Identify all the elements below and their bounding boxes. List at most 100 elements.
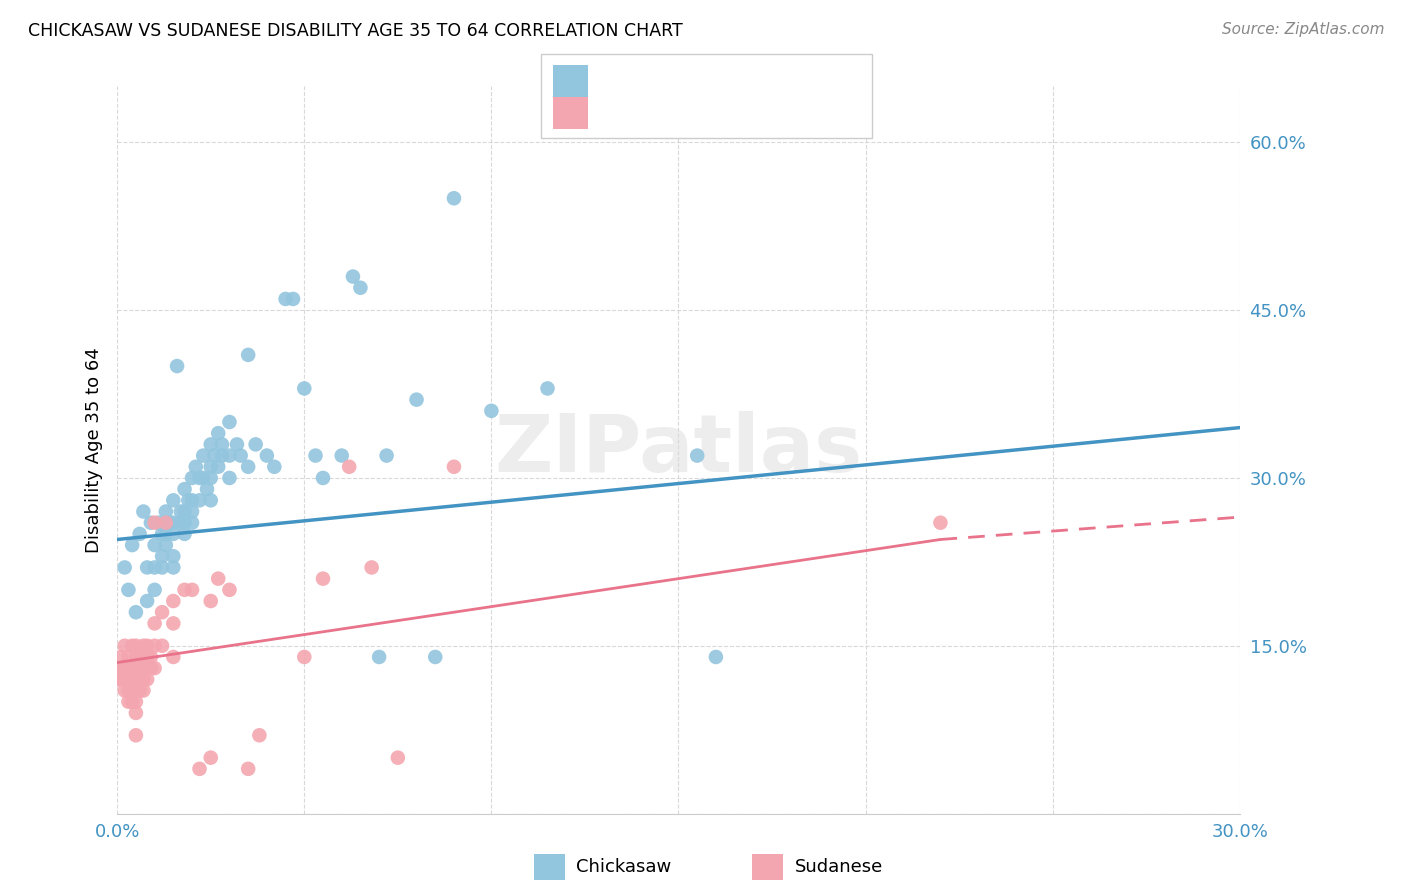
Point: [132, 639, 155, 653]
Y-axis label: Disability Age 35 to 64: Disability Age 35 to 64: [86, 347, 103, 553]
Point: [155, 538, 177, 552]
Point: [173, 504, 195, 518]
Point: [143, 538, 166, 552]
Point: [181, 516, 204, 530]
Point: [387, 750, 409, 764]
Point: [150, 639, 173, 653]
Point: [143, 661, 166, 675]
Point: [292, 650, 315, 665]
Point: [349, 281, 371, 295]
Point: [304, 449, 326, 463]
Point: [211, 449, 233, 463]
Point: [125, 695, 148, 709]
Point: [143, 560, 166, 574]
Point: [263, 459, 285, 474]
Point: [200, 594, 222, 608]
Point: [173, 582, 195, 597]
Point: [150, 527, 173, 541]
Point: [443, 191, 465, 205]
Point: [177, 493, 200, 508]
Point: [125, 661, 148, 675]
Point: [143, 516, 166, 530]
Text: ZIPatlas: ZIPatlas: [495, 411, 863, 489]
Point: [312, 572, 335, 586]
Point: [121, 538, 143, 552]
Point: [125, 728, 148, 742]
Point: [193, 471, 215, 485]
Point: [207, 572, 229, 586]
Point: [121, 673, 143, 687]
Point: [132, 504, 155, 518]
Point: [125, 673, 148, 687]
Point: [143, 639, 166, 653]
Text: R =  0.245    N = 67: R = 0.245 N = 67: [602, 101, 800, 120]
Point: [132, 661, 155, 675]
Point: [405, 392, 427, 407]
Point: [292, 381, 315, 395]
Point: [173, 516, 195, 530]
Point: [155, 516, 177, 530]
Text: Source: ZipAtlas.com: Source: ZipAtlas.com: [1222, 22, 1385, 37]
Point: [128, 650, 150, 665]
Point: [330, 449, 353, 463]
Point: [117, 661, 139, 675]
Point: [150, 605, 173, 619]
Text: Chickasaw: Chickasaw: [576, 858, 672, 876]
Point: [238, 459, 260, 474]
Point: [195, 482, 218, 496]
Point: [200, 471, 222, 485]
Point: [117, 695, 139, 709]
Point: [207, 426, 229, 441]
Point: [162, 549, 184, 564]
Point: [114, 560, 136, 574]
Point: [143, 616, 166, 631]
Point: [121, 683, 143, 698]
Point: [245, 437, 267, 451]
Point: [128, 673, 150, 687]
Point: [238, 348, 260, 362]
Point: [139, 650, 162, 665]
Point: [136, 661, 159, 675]
Point: [200, 459, 222, 474]
Text: CHICKASAW VS SUDANESE DISABILITY AGE 35 TO 64 CORRELATION CHART: CHICKASAW VS SUDANESE DISABILITY AGE 35 …: [28, 22, 683, 40]
Point: [121, 695, 143, 709]
Point: [148, 516, 170, 530]
Point: [479, 404, 502, 418]
Point: [226, 437, 249, 451]
Point: [136, 650, 159, 665]
Point: [150, 560, 173, 574]
Point: [117, 683, 139, 698]
Point: [207, 459, 229, 474]
Point: [281, 292, 304, 306]
Point: [337, 459, 360, 474]
Point: [204, 449, 226, 463]
Point: [425, 650, 447, 665]
Point: [686, 449, 709, 463]
Point: [125, 683, 148, 698]
Point: [181, 471, 204, 485]
Point: [110, 650, 132, 665]
Point: [117, 582, 139, 597]
Text: R =  0.318    N = 78: R = 0.318 N = 78: [602, 69, 800, 87]
Point: [170, 504, 193, 518]
Point: [136, 639, 159, 653]
Point: [218, 449, 240, 463]
Point: [218, 582, 240, 597]
Point: [170, 516, 193, 530]
Point: [117, 673, 139, 687]
Point: [159, 516, 181, 530]
Point: [188, 762, 211, 776]
Point: [114, 683, 136, 698]
Point: [136, 594, 159, 608]
Point: [929, 516, 952, 530]
Point: [155, 527, 177, 541]
Point: [181, 504, 204, 518]
Point: [229, 449, 252, 463]
Point: [166, 359, 188, 373]
Point: [173, 482, 195, 496]
Point: [184, 459, 207, 474]
Point: [128, 683, 150, 698]
Point: [139, 516, 162, 530]
Point: [121, 661, 143, 675]
Point: [162, 594, 184, 608]
